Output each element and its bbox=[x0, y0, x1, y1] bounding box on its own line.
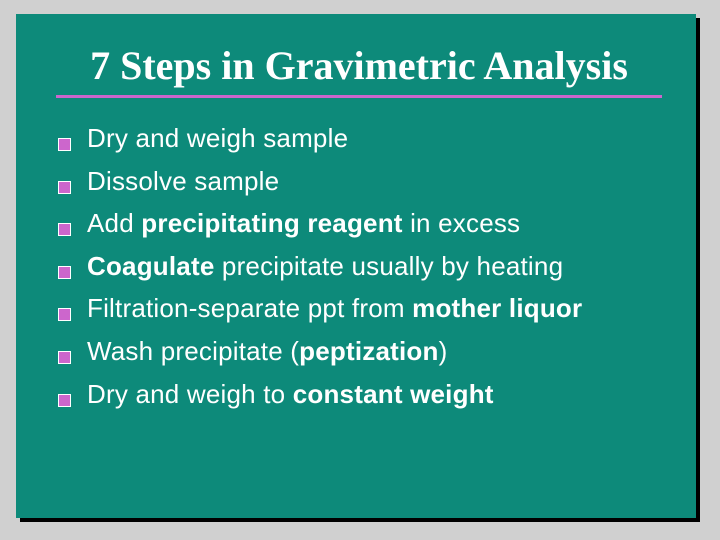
list-item-text: Wash precipitate (peptization) bbox=[87, 337, 447, 366]
bullet-list: Dry and weigh sample Dissolve sample Add p… bbox=[56, 124, 662, 408]
slide-title: 7 Steps in Gravimetric Analysis bbox=[56, 42, 662, 89]
square-bullet-icon bbox=[58, 266, 71, 279]
list-item-text: Dry and weigh sample bbox=[87, 124, 348, 153]
list-item-text: Add precipitating reagent in excess bbox=[87, 209, 520, 238]
square-bullet-icon bbox=[58, 138, 71, 151]
list-item-text: Coagulate precipitate usually by heating bbox=[87, 252, 563, 281]
square-bullet-icon bbox=[58, 223, 71, 236]
list-item-text: Filtration-separate ppt from mother liqu… bbox=[87, 294, 582, 323]
list-item: Dry and weigh sample bbox=[58, 124, 662, 153]
square-bullet-icon bbox=[58, 308, 71, 321]
slide: 7 Steps in Gravimetric Analysis Dry and … bbox=[16, 14, 696, 518]
square-bullet-icon bbox=[58, 394, 71, 407]
list-item: Filtration-separate ppt from mother liqu… bbox=[58, 294, 662, 323]
square-bullet-icon bbox=[58, 351, 71, 364]
title-rule bbox=[56, 95, 662, 98]
list-item: Add precipitating reagent in excess bbox=[58, 209, 662, 238]
list-item-text: Dry and weigh to constant weight bbox=[87, 380, 494, 409]
list-item: Wash precipitate (peptization) bbox=[58, 337, 662, 366]
list-item-text: Dissolve sample bbox=[87, 167, 279, 196]
list-item: Coagulate precipitate usually by heating bbox=[58, 252, 662, 281]
list-item: Dry and weigh to constant weight bbox=[58, 380, 662, 409]
square-bullet-icon bbox=[58, 181, 71, 194]
list-item: Dissolve sample bbox=[58, 167, 662, 196]
